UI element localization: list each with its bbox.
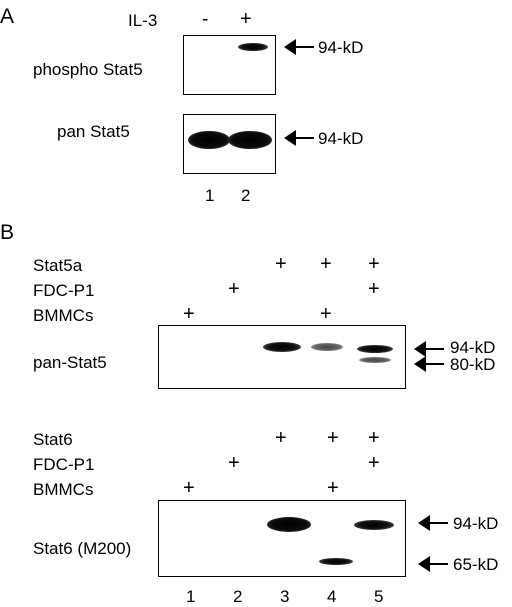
pan-stat5-b-marker-80: 80-kD <box>450 355 496 374</box>
row-label-fdcp1-top: FDC-P1 <box>33 281 95 300</box>
arrow-icon <box>284 39 314 55</box>
stat6-marker-65: 65-kD <box>453 555 499 574</box>
bmmcs-bottom-sign-lane4: + <box>327 477 339 499</box>
panel-b-lane-5: 5 <box>374 587 384 606</box>
row-label-stat6: Stat6 <box>33 430 73 449</box>
phospho-stat5-blot <box>183 35 276 95</box>
pan-stat5-blot <box>183 114 276 174</box>
pan-stat5-label: pan Stat5 <box>57 122 130 141</box>
fdcp1-top-sign-lane5: + <box>368 278 380 300</box>
pan-stat5-blot-label: pan-Stat5 <box>33 353 107 372</box>
pan-stat5-b-blot <box>158 325 406 389</box>
pan-stat5-band-lane2 <box>228 131 272 149</box>
phospho-stat5-marker: 94-kD <box>318 38 364 57</box>
panel-b-letter: B <box>0 221 15 244</box>
stat6-band-lane5 <box>354 520 394 530</box>
arrow-icon <box>414 341 444 357</box>
panel-a-lane-1: 1 <box>205 186 215 205</box>
stat6-blot-label: Stat6 (M200) <box>33 539 132 558</box>
pan-stat5-b-band-lane5-80 <box>359 357 391 363</box>
panel-b-lane-3: 3 <box>280 587 290 606</box>
bmmcs-top-sign-lane4: + <box>320 303 332 325</box>
pan-stat5-marker: 94-kD <box>318 129 364 148</box>
arrow-icon <box>284 130 314 146</box>
row-label-fdcp1-bottom: FDC-P1 <box>33 455 95 474</box>
stat6-band-lane3 <box>267 517 311 532</box>
arrow-icon <box>418 556 448 572</box>
phospho-stat5-band-lane2 <box>238 43 268 51</box>
bmmcs-top-sign-lane1: + <box>183 303 195 325</box>
il3-sign-lane1: - <box>202 9 209 30</box>
panel-b-lane-4: 4 <box>327 587 337 606</box>
arrow-icon <box>414 356 444 372</box>
il3-sign-lane2: + <box>240 8 252 30</box>
stat5a-sign-lane4: + <box>320 253 332 275</box>
pan-stat5-b-band-lane4 <box>311 343 343 351</box>
row-label-bmmcs-bottom: BMMCs <box>33 480 94 499</box>
stat6-blot <box>158 500 406 577</box>
pan-stat5-b-band-lane3 <box>263 342 301 352</box>
fdcp1-bottom-sign-lane2: + <box>228 452 240 474</box>
row-label-stat5a: Stat5a <box>33 256 83 275</box>
panel-a-lane-2: 2 <box>241 186 251 205</box>
phospho-stat5-label: phospho Stat5 <box>33 60 143 79</box>
stat6-sign-lane4: + <box>327 427 339 449</box>
panel-a-letter: A <box>0 5 15 28</box>
arrow-icon <box>418 515 448 531</box>
panel-b-lane-1: 1 <box>186 587 196 606</box>
il3-label: IL-3 <box>128 11 158 30</box>
fdcp1-bottom-sign-lane5: + <box>368 452 380 474</box>
stat6-marker-94: 94-kD <box>453 514 499 533</box>
stat5a-sign-lane5: + <box>368 253 380 275</box>
stat6-band-lane4-65 <box>319 558 353 565</box>
stat6-sign-lane5: + <box>368 427 380 449</box>
stat6-sign-lane3: + <box>275 427 287 449</box>
pan-stat5-b-band-lane5-94 <box>357 345 393 353</box>
row-label-bmmcs-top: BMMCs <box>33 306 94 325</box>
fdcp1-top-sign-lane2: + <box>228 278 240 300</box>
bmmcs-bottom-sign-lane1: + <box>183 477 195 499</box>
panel-b-lane-2: 2 <box>233 587 243 606</box>
pan-stat5-b-marker-94: 94-kD <box>450 338 496 357</box>
stat5a-sign-lane3: + <box>275 253 287 275</box>
pan-stat5-band-lane1 <box>188 131 230 149</box>
